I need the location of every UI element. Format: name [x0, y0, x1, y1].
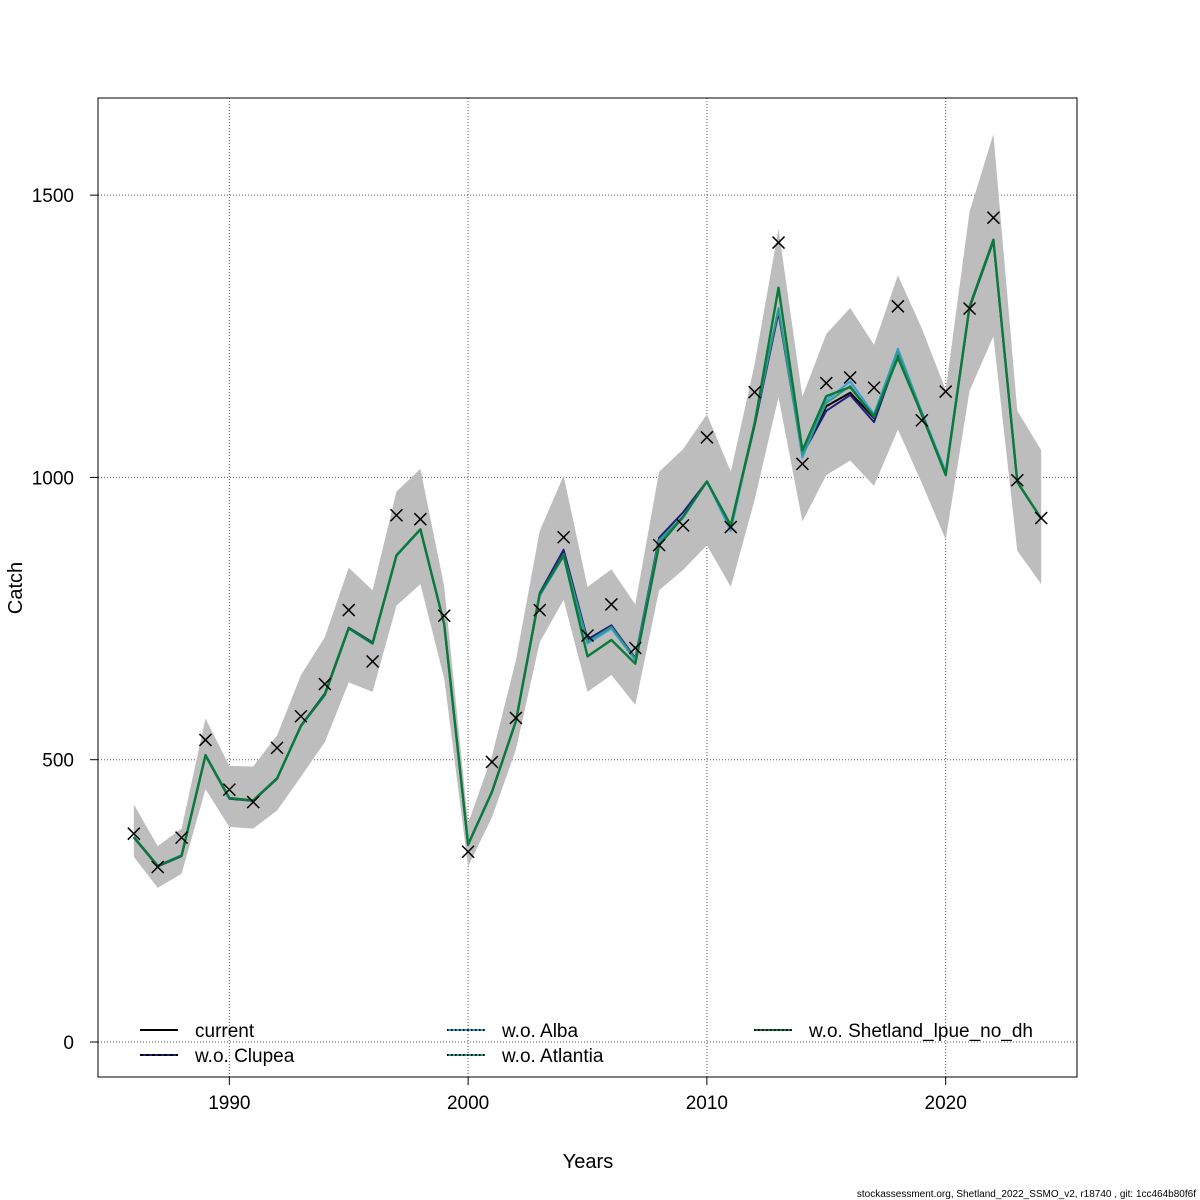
observed-point-2007	[628, 641, 642, 655]
x-tick-label-0: 1990	[208, 1093, 250, 1114]
observed-point-2001	[485, 755, 499, 769]
observed-point-1997	[389, 508, 404, 522]
observed-point-1994	[318, 677, 332, 691]
observed-point-2023	[1010, 473, 1024, 487]
observed-point-2004	[557, 530, 571, 544]
observed-point-2012	[748, 385, 762, 399]
x-tick-label-2: 2010	[686, 1093, 728, 1114]
observed-point-2018	[891, 299, 905, 313]
observed-point-1996	[366, 654, 380, 668]
observed-point-2024	[1034, 511, 1048, 525]
observed-point-2003	[533, 603, 547, 617]
observed-point-2019	[915, 413, 929, 427]
observed-point-1992	[270, 741, 284, 755]
observed-point-1999	[437, 609, 451, 623]
y-tick-label-0: 0	[63, 1033, 74, 1054]
legend-label-4: w.o. Shetland_lpue_no_dh	[808, 1021, 1033, 1042]
plot-frame	[97, 97, 1078, 1078]
observed-point-2015	[819, 376, 833, 390]
observed-point-2013	[771, 236, 786, 250]
legend-label-3: w.o. Atlantia	[501, 1046, 604, 1067]
legend-label-2: w.o. Alba	[501, 1021, 578, 1042]
observed-points	[127, 211, 1048, 874]
observed-point-2005	[580, 628, 595, 643]
observed-point-2010	[700, 430, 714, 444]
observed-point-2022	[986, 211, 1000, 225]
observed-point-2016	[843, 370, 857, 385]
y-tick-label-3: 1500	[32, 186, 74, 207]
footer-credit: stockassessment.org, Shetland_2022_SSMO_…	[857, 1189, 1196, 1200]
observed-point-1986	[127, 827, 141, 841]
observed-point-2000	[461, 845, 475, 859]
ci-band	[133, 134, 1042, 888]
observed-point-1993	[294, 709, 308, 723]
observed-point-2021	[963, 302, 977, 316]
observed-point-2011	[724, 520, 738, 534]
x-tick-label-3: 2020	[925, 1093, 967, 1114]
legend: current w.o. Clupea w.o. Alba w.o. Atlantia…	[140, 1021, 1033, 1067]
y-axis-title: Catch	[5, 562, 27, 614]
observed-point-1998	[413, 512, 427, 526]
observed-point-2017	[867, 381, 881, 395]
observed-point-2006	[604, 597, 618, 611]
observed-point-1991	[246, 795, 260, 809]
series-lines	[132, 238, 1043, 868]
grid-lines	[98, 98, 1077, 1077]
observed-point-2020	[939, 385, 953, 399]
observed-point-1987	[151, 860, 165, 874]
observed-point-1988	[175, 831, 189, 845]
observed-point-2014	[795, 457, 809, 471]
y-tick-label-1: 500	[42, 751, 74, 772]
observed-point-1990	[222, 783, 236, 797]
x-axis-title: Years	[563, 1151, 613, 1173]
observed-point-2008	[652, 538, 666, 552]
observed-point-2002	[509, 711, 523, 725]
confidence-band	[133, 134, 1042, 888]
axes: 1990 2000 2010 2020 0 500 1000 1500	[32, 186, 967, 1114]
x-tick-label-1: 2000	[447, 1093, 489, 1114]
y-tick-label-2: 1000	[32, 468, 74, 489]
legend-label-1: w.o. Clupea	[194, 1046, 295, 1067]
observed-point-2009	[676, 518, 690, 532]
series-line-4	[132, 238, 1043, 867]
legend-label-0: current	[195, 1021, 255, 1042]
observed-point-1995	[342, 603, 356, 617]
observed-point-1989	[198, 733, 212, 747]
